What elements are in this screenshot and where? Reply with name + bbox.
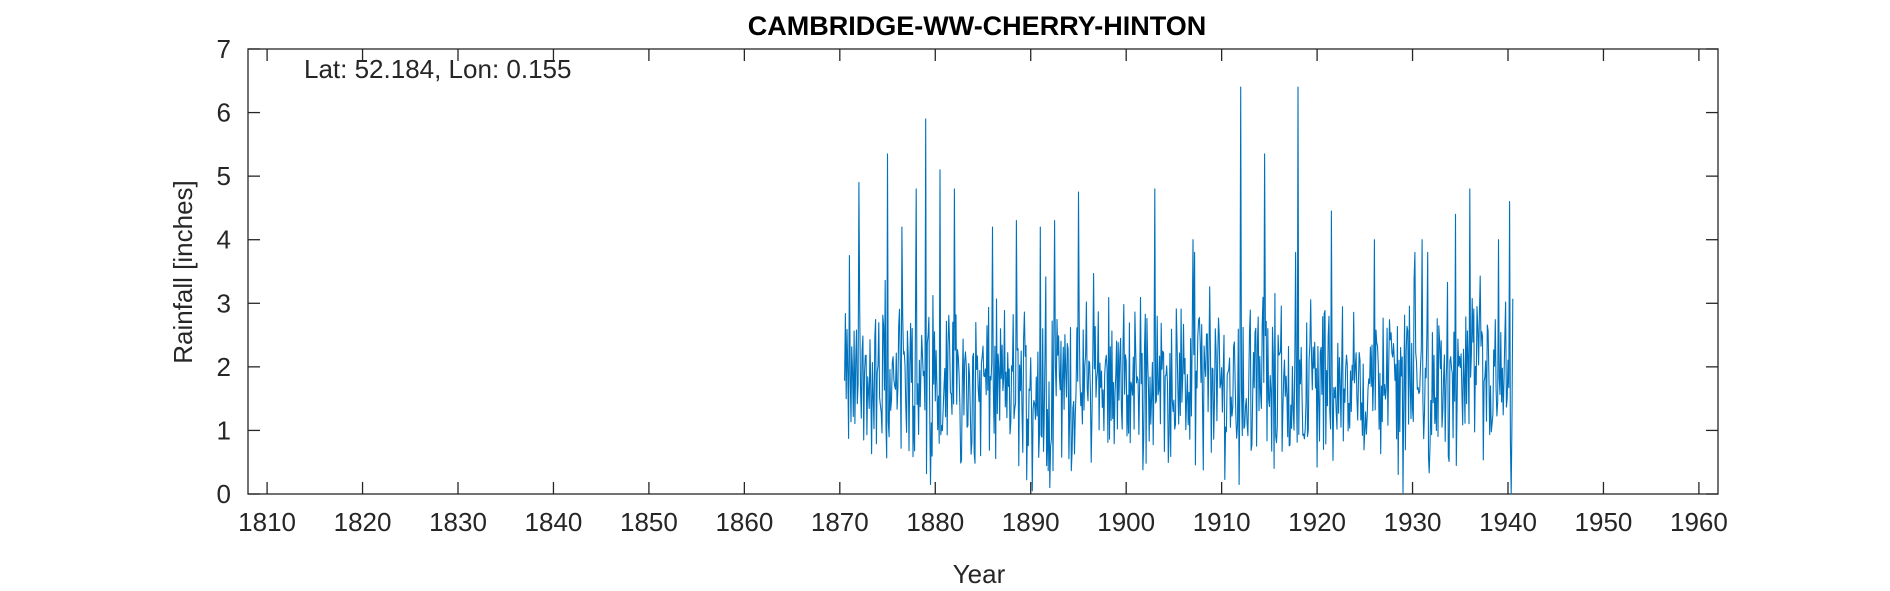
y-tick-label: 0 bbox=[217, 479, 231, 509]
x-tick-label: 1950 bbox=[1575, 507, 1633, 537]
x-tick-label: 1820 bbox=[334, 507, 392, 537]
y-tick-label: 1 bbox=[217, 415, 231, 445]
plot-area: 1810 1820 1830 1840 1850 1860 1870 1880 1890 1900… bbox=[217, 34, 1728, 537]
x-tick-label: 1870 bbox=[811, 507, 869, 537]
location-annotation: Lat: 52.184, Lon: 0.155 bbox=[304, 54, 571, 84]
x-tick-label: 1850 bbox=[620, 507, 678, 537]
y-tick-label: 7 bbox=[217, 34, 231, 64]
x-tick-label: 1830 bbox=[429, 507, 487, 537]
y-tick-label: 4 bbox=[217, 225, 231, 255]
x-axis-label: Year bbox=[953, 559, 1006, 589]
y-tick-label: 5 bbox=[217, 161, 231, 191]
x-tick-label: 1880 bbox=[906, 507, 964, 537]
y-tick-label: 3 bbox=[217, 288, 231, 318]
x-tick-label: 1900 bbox=[1097, 507, 1155, 537]
x-tick-label: 1860 bbox=[715, 507, 773, 537]
x-tick-label: 1930 bbox=[1384, 507, 1442, 537]
x-tick-label: 1890 bbox=[1002, 507, 1060, 537]
y-tick-label: 2 bbox=[217, 352, 231, 382]
chart-title: CAMBRIDGE-WW-CHERRY-HINTON bbox=[748, 11, 1206, 41]
x-tick-label: 1940 bbox=[1479, 507, 1537, 537]
x-tick-label: 1910 bbox=[1193, 507, 1251, 537]
axes-box bbox=[247, 48, 1719, 495]
x-tick-label: 1920 bbox=[1288, 507, 1346, 537]
y-axis-label: Rainfall [inches] bbox=[168, 180, 198, 364]
x-tick-label: 1810 bbox=[238, 507, 296, 537]
x-tick-label: 1840 bbox=[525, 507, 583, 537]
y-tick-label: 6 bbox=[217, 98, 231, 128]
x-tick-label: 1960 bbox=[1670, 507, 1728, 537]
rainfall-series-line bbox=[844, 86, 1514, 495]
